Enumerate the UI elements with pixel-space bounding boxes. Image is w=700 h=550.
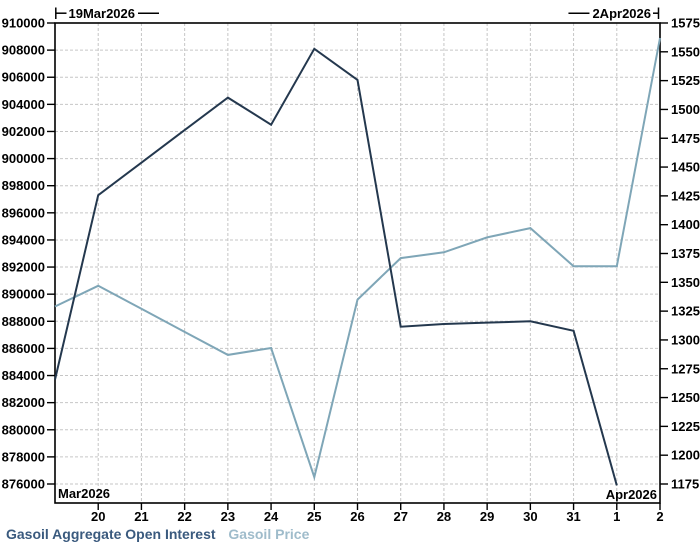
- right-axis-tick-label: 1275: [671, 361, 700, 376]
- left-axis-tick-label: 884000: [2, 368, 45, 383]
- right-axis-tick-label: 1575: [671, 16, 700, 31]
- x-axis-tick-label: 20: [91, 509, 105, 524]
- right-axis-tick-label: 1225: [671, 419, 700, 434]
- left-axis: 876000 878000 880000 882000 884000 886000 8880…: [2, 16, 55, 492]
- x-axis-tick-label: 26: [350, 509, 364, 524]
- left-axis-tick-label: 910000: [2, 16, 45, 31]
- range-start-label: 19Mar2026: [69, 6, 136, 21]
- right-axis-tick-label: 1175: [671, 477, 699, 492]
- legend-open-interest-label: Gasoil Aggregate Open Interest: [6, 526, 216, 542]
- left-axis-tick-label: 904000: [2, 97, 45, 112]
- left-axis-tick-label: 902000: [2, 124, 45, 139]
- open-interest-line: [54, 47, 618, 486]
- x-axis-tick-label: 25: [307, 509, 321, 524]
- x-axis-tick-label: 27: [393, 509, 407, 524]
- x-axis-tick-label: 21: [134, 509, 148, 524]
- right-axis-tick-label: 1500: [671, 102, 700, 117]
- right-axis-tick-label: 1300: [671, 332, 700, 347]
- range-end-label: 2Apr2026: [592, 6, 651, 21]
- x-axis-tick-label: 22: [177, 509, 191, 524]
- right-axis-tick-label: 1425: [671, 188, 700, 203]
- x-axis-tick-label: 1: [613, 509, 620, 524]
- left-axis-tick-label: 890000: [2, 287, 45, 302]
- right-axis-tick-label: 1350: [671, 275, 700, 290]
- x-axis: 20 21 22 23 24 25 26 27 28 29 30 31 1 2: [91, 503, 664, 524]
- x-axis-tick-label: 24: [264, 509, 279, 524]
- right-axis-tick-label: 1250: [671, 390, 700, 405]
- legend-price-label: Gasoil Price: [228, 526, 310, 542]
- date-range-annotations: 19Mar2026 2Apr2026: [55, 6, 660, 21]
- price-line: [54, 37, 661, 481]
- left-axis-tick-label: 882000: [2, 395, 45, 410]
- left-axis-tick-label: 880000: [2, 422, 45, 437]
- right-axis-tick-label: 1375: [671, 246, 700, 261]
- x-axis-tick-label: 28: [437, 509, 451, 524]
- month-label-apr: Apr2026: [606, 487, 657, 502]
- x-axis-tick-label: 30: [523, 509, 537, 524]
- right-axis-tick-label: 1450: [671, 160, 700, 175]
- right-axis-tick-label: 1325: [671, 304, 700, 319]
- x-axis-tick-label: 31: [566, 509, 580, 524]
- right-axis-tick-label: 1400: [671, 217, 700, 232]
- x-axis-tick-label: 29: [480, 509, 494, 524]
- left-axis-tick-label: 896000: [2, 205, 45, 220]
- month-label-mar: Mar2026: [58, 486, 110, 501]
- left-axis-tick-label: 906000: [2, 70, 45, 85]
- x-axis-tick-label: 2: [656, 509, 663, 524]
- right-axis-tick-label: 1550: [671, 44, 700, 59]
- left-axis-tick-label: 898000: [2, 178, 45, 193]
- left-axis-tick-label: 888000: [2, 314, 45, 329]
- right-axis: 1175 1200 1225 1250 1275 1300 1325 1350 1375 1400…: [660, 16, 700, 492]
- left-axis-tick-label: 894000: [2, 232, 45, 247]
- right-axis-tick-label: 1200: [671, 448, 700, 463]
- left-axis-tick-label: 876000: [2, 477, 45, 492]
- left-axis-tick-label: 892000: [2, 260, 45, 275]
- right-axis-tick-label: 1525: [671, 73, 700, 88]
- x-axis-tick-label: 23: [221, 509, 235, 524]
- chart-legend: Gasoil Aggregate Open Interest Gasoil Pr…: [6, 526, 318, 542]
- left-axis-tick-label: 878000: [2, 449, 45, 464]
- right-axis-tick-label: 1475: [671, 131, 700, 146]
- left-axis-tick-label: 886000: [2, 341, 45, 356]
- gridlines: [55, 23, 660, 503]
- left-axis-tick-label: 908000: [2, 43, 45, 58]
- left-axis-tick-label: 900000: [2, 151, 45, 166]
